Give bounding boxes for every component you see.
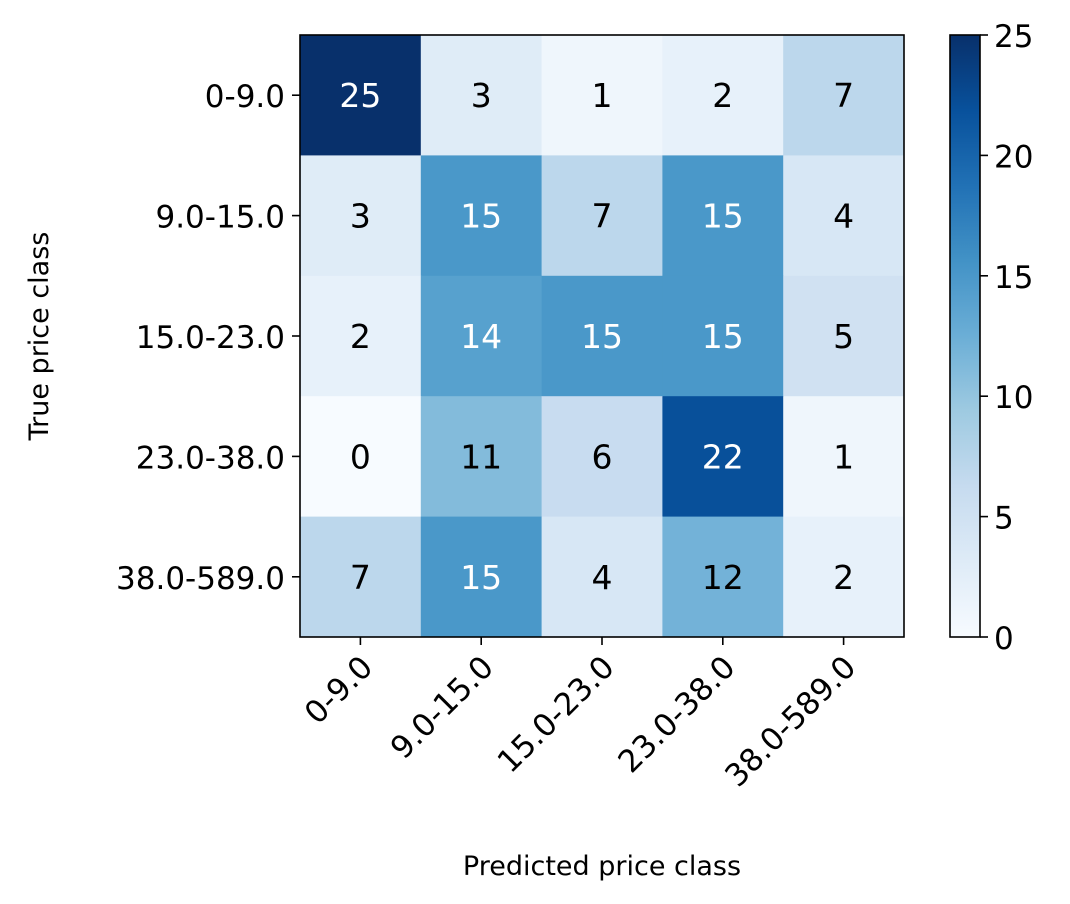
- colorbar-tick-label-3: 15: [994, 260, 1033, 296]
- cell-value-r3-c3: 22: [702, 437, 744, 476]
- colorbar-tick-label-4: 20: [994, 139, 1033, 175]
- colorbar-frame: [949, 34, 981, 638]
- colorbar-tick-label-5: 25: [994, 19, 1033, 55]
- cell-value-r0-c4: 7: [833, 76, 854, 115]
- x-tick-label-2: 15.0-23.0: [491, 649, 622, 780]
- y-axis: 0-9.0 9.0-15.0 15.0-23.0 23.0-38.0 38.0-589.…: [116, 79, 300, 597]
- cell-value-r1-c0: 3: [350, 197, 371, 236]
- heatmap-cell-r1-c2: [541, 155, 663, 277]
- colorbar-tick-label-2: 10: [994, 380, 1033, 416]
- cell-value-r1-c4: 4: [833, 197, 854, 236]
- cell-value-r4-c2: 4: [592, 558, 613, 597]
- heatmap-cell-r0-c2: [541, 35, 663, 156]
- y-tick-label-2: 15.0-23.0: [136, 320, 285, 356]
- heatmap-cells: [300, 35, 905, 638]
- cell-value-r1-c3: 15: [702, 197, 744, 236]
- cell-value-r2-c2: 15: [581, 317, 623, 356]
- heatmap-cell-r3-c4: [783, 396, 905, 518]
- heatmap-cell-r4-c3: [662, 516, 784, 638]
- heatmap-cell-r1-c1: [420, 155, 543, 277]
- heatmap-cell-r1-c0: [300, 155, 422, 277]
- cell-value-r2-c3: 15: [702, 317, 744, 356]
- heatmap-cell-r0-c3: [662, 35, 784, 156]
- colorbar-gradient: [950, 35, 980, 637]
- heatmap-cell-r4-c1: [420, 516, 543, 638]
- cell-value-r2-c4: 5: [833, 317, 854, 356]
- cell-value-r1-c1: 15: [460, 197, 502, 236]
- cell-value-r4-c3: 12: [702, 558, 744, 597]
- x-tick-label-4: 38.0-589.0: [718, 649, 863, 794]
- cell-value-r2-c0: 2: [350, 317, 371, 356]
- cell-value-labels: 25 3 1 2 73 15 7 15 42 14 15 15 50 11 6 22 17 15 4 12 2: [339, 76, 854, 597]
- x-axis-title: Predicted price class: [463, 851, 741, 882]
- y-axis-title: True price class: [24, 232, 55, 442]
- y-tick-label-4: 38.0-589.0: [116, 561, 285, 597]
- heatmap-cell-r4-c4: [783, 516, 905, 638]
- heatmap-cell-r2-c3: [662, 275, 784, 397]
- cell-value-r0-c3: 2: [712, 76, 733, 115]
- y-tick-label-3: 23.0-38.0: [136, 440, 285, 476]
- heatmap-cell-r1-c4: [783, 155, 905, 277]
- cell-value-r3-c1: 11: [460, 437, 502, 476]
- heatmap-cell-r2-c1: [420, 275, 543, 397]
- heatmap-cell-r2-c2: [541, 275, 663, 397]
- cell-value-r3-c4: 1: [833, 437, 854, 476]
- cell-value-r0-c1: 3: [471, 76, 492, 115]
- colorbar-tick-label-1: 5: [994, 501, 1014, 537]
- cell-value-r0-c2: 1: [592, 76, 613, 115]
- y-tick-label-1: 9.0-15.0: [155, 200, 285, 236]
- x-tick-label-1: 9.0-15.0: [384, 649, 501, 766]
- cell-value-r4-c0: 7: [350, 558, 371, 597]
- colorbar: 0 5 10 15 20 25: [949, 19, 1033, 657]
- cell-value-r4-c4: 2: [833, 558, 854, 597]
- heatmap-cell-r3-c0: [300, 396, 422, 518]
- cell-value-r3-c2: 6: [592, 437, 613, 476]
- heatmap-cell-r0-c0: [300, 35, 422, 156]
- cell-value-r3-c0: 0: [350, 437, 371, 476]
- cell-value-r4-c1: 15: [460, 558, 502, 597]
- heatmap-cell-r3-c3: [662, 396, 784, 518]
- x-tick-label-0: 0-9.0: [298, 649, 380, 731]
- heatmap-cell-r4-c0: [300, 516, 422, 638]
- heatmap-cell-r1-c3: [662, 155, 784, 277]
- heatmap-cell-r2-c4: [783, 275, 905, 397]
- heatmap-cell-r3-c2: [541, 396, 663, 518]
- cell-value-r0-c0: 25: [339, 76, 381, 115]
- heatmap-cell-r0-c1: [420, 35, 543, 156]
- cell-value-r2-c1: 14: [460, 317, 502, 356]
- heatmap-cell-r0-c4: [783, 35, 905, 156]
- colorbar-tick-label-0: 0: [994, 621, 1014, 657]
- cell-value-r1-c2: 7: [592, 197, 613, 236]
- x-tick-label-3: 23.0-38.0: [611, 649, 742, 780]
- heatmap-cell-r3-c1: [420, 396, 543, 518]
- x-axis: 0-9.0 9.0-15.015.0-23.023.0-38.038.0-589.…: [298, 637, 863, 794]
- heatmap-cell-r2-c0: [300, 275, 422, 397]
- y-tick-label-0: 0-9.0: [205, 79, 285, 115]
- heatmap-cell-r4-c2: [541, 516, 663, 638]
